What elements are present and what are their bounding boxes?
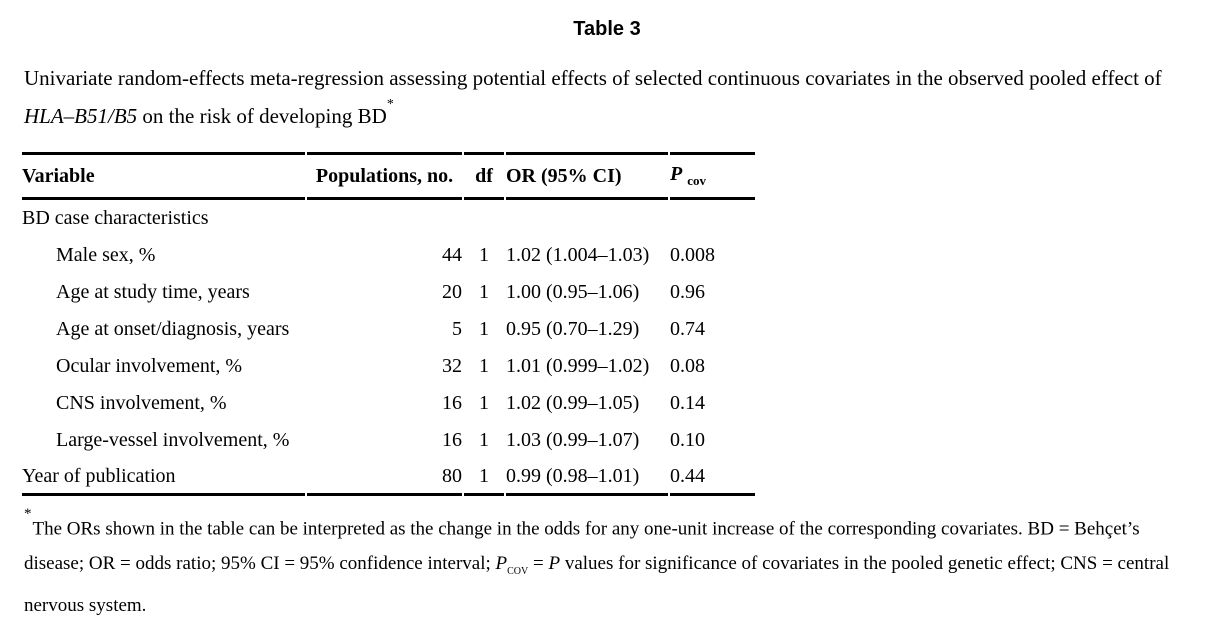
caption-text-before: Univariate random-effects meta-regressio… (24, 66, 1162, 90)
cell-variable: CNS involvement, % (56, 392, 227, 414)
cell-variable: Ocular involvement, % (56, 355, 243, 377)
cell-or-ci: 0.95 (0.70–1.29) (506, 318, 640, 340)
footnote-asterisk-marker: * (24, 506, 32, 522)
cell-or-ci: 0.99 (0.98–1.01) (506, 459, 668, 496)
cell-df: 1 (479, 429, 489, 451)
cell-or-ci: 1.02 (1.004–1.03) (506, 244, 650, 266)
footnote-text-1: The ORs shown in the table can be interp… (24, 518, 1140, 575)
pcov-subscript: cov (687, 173, 706, 188)
cell-variable: Age at study time, years (56, 281, 250, 303)
cell-df: 1 (479, 244, 489, 266)
cell-populations: 20 (442, 281, 462, 303)
cell-pcov: 0.74 (670, 318, 705, 340)
footnote-pcov-symbol: P (495, 553, 508, 575)
table-row: Age at onset/diagnosis, years 5 1 0.95 (… (22, 311, 755, 348)
cell-df: 1 (464, 459, 504, 496)
cell-df: 1 (479, 318, 489, 340)
table-row: Year of publication 80 1 0.99 (0.98–1.01… (22, 459, 755, 496)
column-header-variable: Variable (22, 152, 305, 200)
footnote-p-symbol: P (548, 553, 561, 575)
cell-populations: 16 (442, 392, 462, 414)
footnote-pcov-subscript: cov (507, 563, 529, 579)
table-header-row: Variable Populations, no. df OR (95% CI)… (22, 152, 755, 200)
cell-pcov: 0.14 (670, 392, 705, 414)
cell-df: 1 (479, 355, 489, 377)
cell-pcov: 0.96 (670, 281, 705, 303)
column-header-pcov: P cov (670, 152, 755, 200)
cell-pcov: 0.10 (670, 429, 705, 451)
cell-df: 1 (479, 392, 489, 414)
pcov-symbol: P (670, 163, 683, 185)
caption-asterisk-marker: * (386, 97, 394, 112)
cell-variable: Large-vessel involvement, % (56, 429, 290, 451)
cell-populations: 16 (442, 429, 462, 451)
cell-variable: Male sex, % (56, 244, 156, 266)
cell-or-ci: 1.00 (0.95–1.06) (506, 281, 640, 303)
cell-or-ci: 1.01 (0.999–1.02) (506, 355, 650, 377)
table-row: CNS involvement, % 16 1 1.02 (0.99–1.05)… (22, 385, 755, 422)
table-row: Large-vessel involvement, % 16 1 1.03 (0… (22, 422, 755, 459)
cell-or-ci: 1.02 (0.99–1.05) (506, 392, 640, 414)
section-label: BD case characteristics (22, 207, 209, 229)
footnote-equals: = (528, 553, 549, 575)
table-footnote: *The ORs shown in the table can be inter… (24, 506, 1192, 623)
cell-pcov: 0.008 (670, 244, 715, 266)
column-header-or-ci: OR (95% CI) (506, 152, 668, 200)
paper-page: Table 3 Univariate random-effects meta-r… (20, 18, 1186, 616)
caption-gene-name: HLA–B51/B5 (24, 104, 138, 128)
table-section-row: BD case characteristics (22, 200, 755, 237)
cell-pcov: 0.08 (670, 355, 705, 377)
cell-variable: Year of publication (22, 459, 305, 496)
cell-pcov: 0.44 (670, 459, 755, 496)
table-row: Age at study time, years 20 1 1.00 (0.95… (22, 274, 755, 311)
table-row: Ocular involvement, % 32 1 1.01 (0.999–1… (22, 348, 755, 385)
meta-regression-table: Variable Populations, no. df OR (95% CI)… (20, 152, 757, 496)
cell-populations: 5 (452, 318, 462, 340)
cell-populations: 44 (442, 244, 462, 266)
caption-text-after: on the risk of developing BD (137, 104, 387, 128)
column-header-df: df (464, 152, 504, 200)
cell-or-ci: 1.03 (0.99–1.07) (506, 429, 640, 451)
cell-populations: 80 (307, 459, 462, 496)
table-title: Table 3 (573, 18, 641, 40)
cell-populations: 32 (442, 355, 462, 377)
table-row: Male sex, % 44 1 1.02 (1.004–1.03) 0.008 (22, 237, 755, 274)
table-caption: Univariate random-effects meta-regressio… (24, 62, 1186, 133)
column-header-populations: Populations, no. (307, 152, 462, 200)
cell-df: 1 (479, 281, 489, 303)
cell-variable: Age at onset/diagnosis, years (56, 318, 290, 340)
